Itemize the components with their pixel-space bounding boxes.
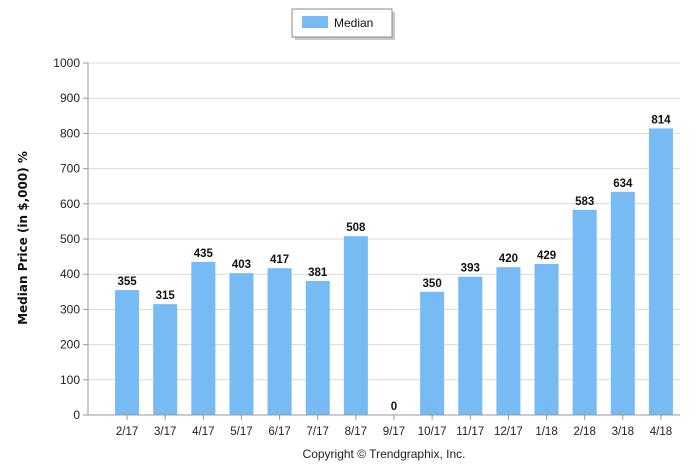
- bar: [648, 128, 673, 416]
- bar: [115, 290, 140, 415]
- bar: [420, 291, 445, 415]
- value-label: 508: [346, 222, 366, 234]
- x-tick-label: 9/17: [383, 426, 405, 438]
- x-tick-label: 5/17: [230, 426, 252, 438]
- value-label: 381: [308, 267, 328, 279]
- legend: Median: [291, 8, 395, 40]
- y-tick-label: 700: [60, 162, 80, 176]
- value-label: 0: [391, 401, 397, 413]
- bar: [458, 276, 483, 415]
- value-label: 315: [156, 290, 176, 302]
- bar: [229, 273, 254, 415]
- value-label: 350: [423, 278, 442, 290]
- bar: [534, 263, 559, 415]
- x-tick-label: 7/17: [307, 426, 329, 438]
- value-label: 634: [613, 178, 633, 190]
- value-label: 814: [651, 114, 671, 126]
- bars: [115, 128, 673, 416]
- value-label: 583: [575, 196, 594, 208]
- value-label: 393: [461, 263, 480, 275]
- value-label: 403: [232, 259, 251, 271]
- y-tick-label: 200: [60, 338, 80, 352]
- copyright-footer: Copyright © Trendgraphix, Inc.: [303, 447, 466, 461]
- y-tick-label: 100: [60, 373, 80, 387]
- y-tick-label: 1000: [53, 56, 80, 70]
- x-tick-label: 4/18: [650, 426, 672, 438]
- y-axis-ticks: 0 100 200 300 400 500 600 700 800 900 1000: [53, 56, 88, 422]
- y-tick-label: 500: [60, 232, 80, 246]
- y-tick-label: 0: [73, 408, 80, 422]
- x-tick-label: 11/17: [456, 426, 484, 438]
- legend-swatch: [302, 16, 328, 28]
- x-tick-label: 4/17: [192, 426, 214, 438]
- x-tick-label: 3/17: [154, 426, 176, 438]
- value-label: 417: [270, 254, 289, 266]
- value-label: 420: [499, 253, 518, 265]
- bar: [191, 261, 216, 415]
- bar: [496, 267, 521, 415]
- y-axis-title: Median Price (in $,000) %: [16, 151, 30, 325]
- axes: [87, 63, 680, 416]
- bar: [267, 268, 292, 415]
- legend-label: Median: [334, 16, 373, 30]
- value-label: 355: [117, 276, 137, 288]
- x-tick-label: 8/17: [345, 426, 367, 438]
- value-label: 435: [194, 248, 214, 260]
- y-tick-label: 600: [60, 197, 80, 211]
- bar: [153, 304, 178, 415]
- x-tick-label: 3/18: [612, 426, 634, 438]
- x-tick-label: 6/17: [268, 426, 290, 438]
- x-tick-label: 1/18: [535, 426, 557, 438]
- bar: [572, 209, 597, 415]
- x-tick-label: 2/17: [116, 426, 138, 438]
- bar: [610, 191, 635, 415]
- x-tick-label: 2/18: [573, 426, 595, 438]
- bar: [305, 280, 330, 415]
- y-tick-label: 900: [60, 91, 80, 105]
- x-tick-label: 10/17: [418, 426, 447, 438]
- y-tick-label: 300: [60, 302, 80, 316]
- value-label: 429: [537, 250, 556, 262]
- y-tick-label: 400: [60, 267, 80, 281]
- y-tick-label: 800: [60, 126, 80, 140]
- bar: [343, 236, 368, 415]
- value-labels: 355 315 435 403 417 381 508 0 350 393 420 429 583 634…: [117, 114, 671, 413]
- x-axis-labels: 2/17 3/17 4/17 5/17 6/17 7/17 8/17 9/17 10/17 11/…: [116, 415, 672, 438]
- x-tick-label: 12/17: [494, 426, 523, 438]
